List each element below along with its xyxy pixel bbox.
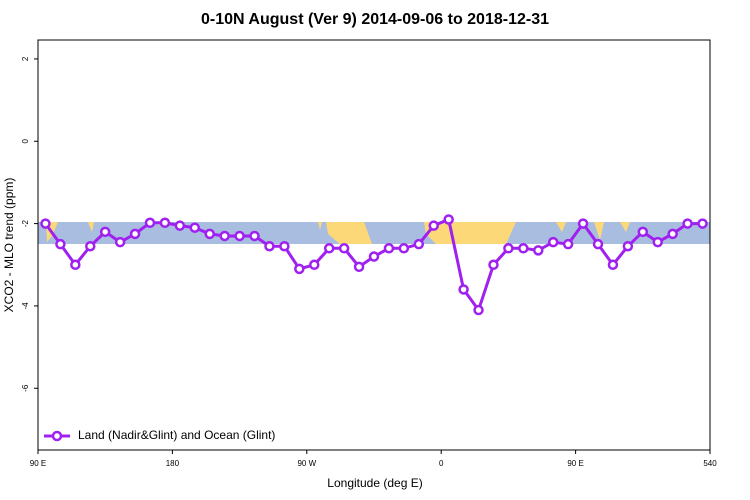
data-point (458, 284, 469, 295)
data-point (592, 238, 604, 250)
data-point (443, 214, 454, 225)
land (326, 222, 372, 244)
data-point (503, 243, 514, 254)
data-point (547, 236, 559, 248)
x-tick-label: 180 (166, 459, 180, 468)
data-point (189, 222, 201, 233)
data-point (562, 238, 574, 250)
data-point (85, 240, 96, 252)
x-tick-label: 0 (439, 459, 444, 468)
data-point (682, 218, 693, 229)
data-point (667, 228, 678, 240)
data-point (249, 230, 260, 242)
ocean-strip (38, 222, 710, 244)
data-point (264, 240, 275, 252)
data-point (114, 236, 126, 248)
y-tick-label: -4 (21, 302, 30, 310)
data-point (99, 226, 111, 238)
y-tick-label: -6 (21, 384, 30, 392)
y-axis-label: XCO2 - MLO trend (ppm) (2, 178, 16, 313)
data-point (234, 230, 245, 242)
data-point (353, 261, 365, 273)
data-point (488, 259, 499, 271)
land (620, 222, 630, 232)
data-point (473, 304, 484, 316)
data-point (70, 259, 81, 271)
data-point (697, 218, 708, 229)
x-tick-label: 90 E (30, 459, 46, 468)
land (424, 222, 516, 244)
x-axis-label: Longitude (deg E) (327, 476, 422, 490)
data-point (204, 228, 215, 240)
data-point (159, 217, 171, 229)
data-point (144, 217, 156, 229)
data-point (577, 218, 589, 229)
data-point (518, 243, 529, 254)
data-point (533, 245, 544, 256)
x-tick-label: 90 E (567, 459, 583, 468)
data-point (368, 251, 380, 262)
data-point (607, 259, 619, 271)
data-point (652, 236, 663, 248)
data-point (383, 243, 395, 254)
data-point (428, 220, 439, 231)
data-point (279, 240, 290, 252)
data-point (338, 243, 350, 254)
data-point (637, 226, 649, 238)
x-tick-label: 540 (703, 459, 717, 468)
data-point (219, 230, 230, 242)
y-tick-label: 2 (21, 56, 30, 61)
data-point (55, 238, 66, 250)
y-tick-label: -2 (21, 219, 30, 227)
data-point (174, 220, 186, 231)
data-point (309, 259, 320, 271)
data-point (413, 238, 425, 250)
data-point (398, 243, 410, 254)
legend-label: Land (Nadir&Glint) and Ocean (Glint) (78, 428, 275, 442)
y-tick-label: 0 (21, 138, 30, 143)
data-point (622, 240, 634, 252)
plot-frame (37, 39, 711, 451)
map-strip (38, 222, 710, 244)
land (88, 222, 94, 232)
land (594, 222, 604, 240)
chart-title: 0-10N August (Ver 9) 2014-09-06 to 2018-… (201, 11, 549, 28)
data-point (129, 228, 141, 240)
land (556, 222, 566, 232)
legend-marker (51, 430, 63, 442)
data-point (294, 263, 305, 275)
land (318, 222, 322, 230)
data-point (40, 218, 51, 229)
x-tick-label: 90 W (297, 459, 316, 468)
data-point (323, 243, 335, 254)
